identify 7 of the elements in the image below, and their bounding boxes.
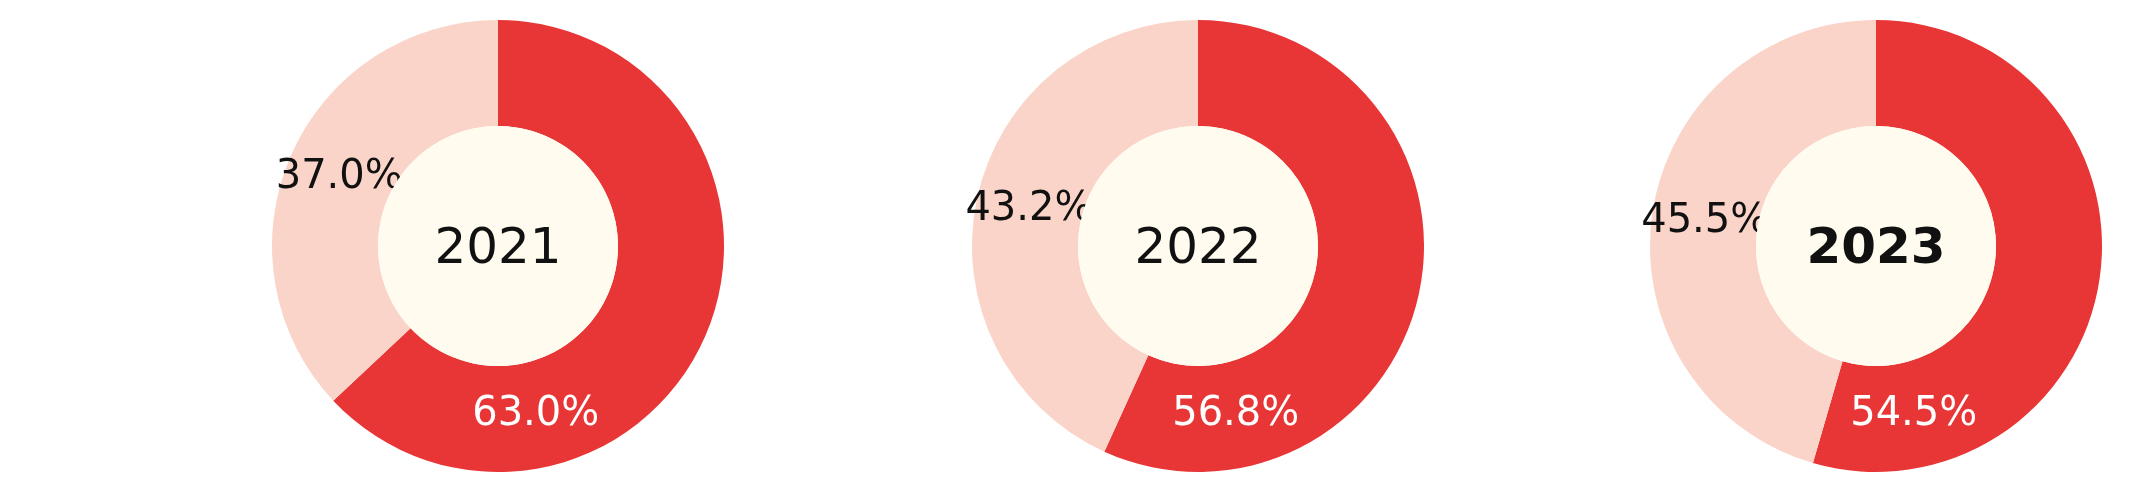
data-label: 63.0%: [472, 388, 600, 435]
data-label: 54.5%: [1850, 388, 1978, 435]
data-label: 37.0%: [275, 150, 403, 197]
text: 2023: [1806, 217, 1946, 275]
text: 2021: [434, 217, 562, 275]
text: 2022: [1134, 217, 1262, 275]
data-label: 56.8%: [1172, 388, 1300, 435]
